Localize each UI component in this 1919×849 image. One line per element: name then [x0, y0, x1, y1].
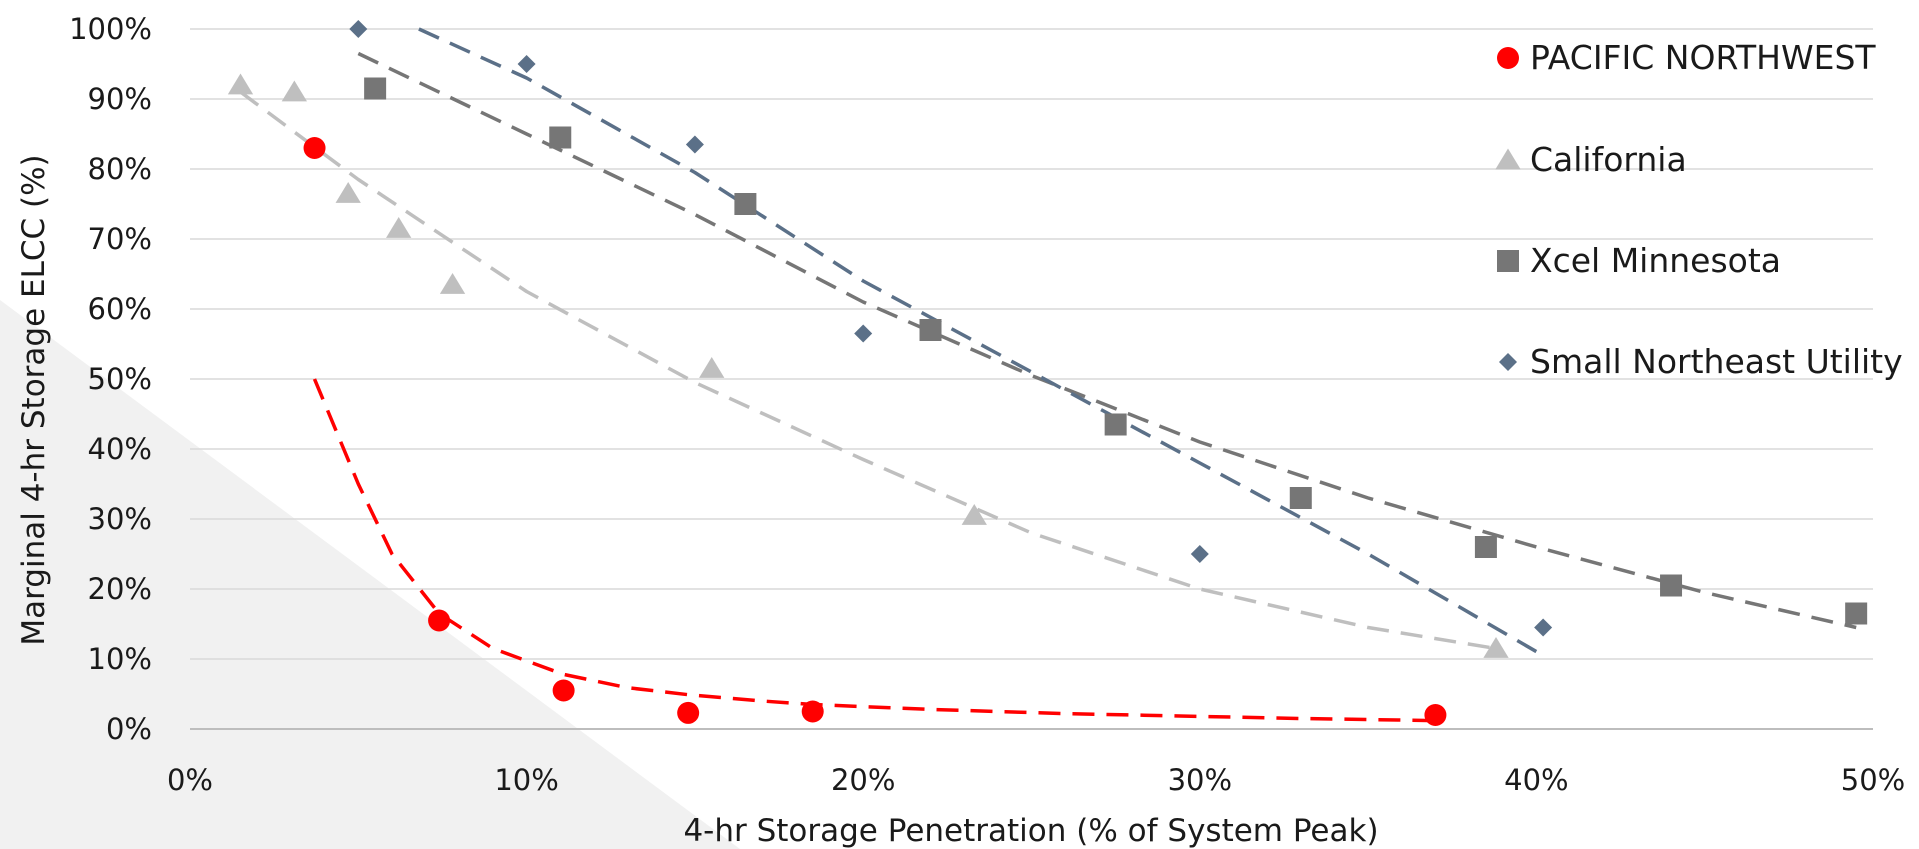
y-tick-label: 40%: [88, 432, 152, 466]
data-point-series-0: [303, 137, 326, 159]
y-tick-label: 20%: [88, 572, 152, 606]
data-points: [227, 20, 1868, 726]
data-point-series-2: [919, 319, 942, 341]
data-point-series-1: [961, 503, 987, 525]
data-point-series-2: [734, 193, 757, 215]
legend-marker-2: [1497, 250, 1519, 272]
x-tick-label: 30%: [1168, 763, 1232, 797]
legend-marker-1: [1495, 148, 1521, 170]
x-tick-label: 20%: [831, 763, 895, 797]
trendlines: [239, 27, 1857, 723]
trendline-series-2: [357, 51, 1857, 630]
y-tick-label: 90%: [88, 82, 152, 116]
trendline-series-0: [312, 378, 1436, 723]
y-axis-label: Marginal 4-hr Storage ELCC (%): [16, 154, 52, 645]
data-point-series-0: [1424, 704, 1447, 726]
y-tick-label: 30%: [88, 502, 152, 536]
legend-marker-3: [1499, 353, 1517, 371]
data-point-series-3: [854, 324, 873, 343]
data-point-series-0: [677, 701, 700, 724]
x-tick-labels: 0% 10% 20% 30% 40% 50%: [167, 763, 1905, 797]
x-axis-label: 4-hr Storage Penetration (% of System Pe…: [683, 813, 1378, 849]
data-point-series-1: [439, 272, 466, 294]
y-tick-label: 70%: [88, 222, 152, 256]
y-tick-label: 50%: [88, 362, 152, 396]
x-tick-label: 40%: [1504, 763, 1568, 797]
data-point-series-1: [1483, 636, 1509, 658]
data-point-series-3: [685, 135, 704, 154]
y-tick-label: 80%: [88, 152, 152, 186]
legend-marker-0: [1497, 47, 1519, 69]
y-tick-label: 0%: [106, 712, 152, 746]
data-point-series-2: [1660, 574, 1683, 597]
data-point-series-1: [386, 216, 412, 238]
y-tick-label: 10%: [88, 642, 152, 676]
data-point-series-3: [349, 20, 368, 38]
x-tick-label: 0%: [167, 763, 213, 797]
legend-label: California: [1530, 140, 1687, 179]
legend-label: Xcel Minnesota: [1530, 241, 1781, 280]
legend-label: PACIFIC NORTHWEST: [1530, 38, 1876, 77]
data-point-series-1: [335, 181, 361, 203]
data-point-series-1: [281, 80, 307, 102]
trendline-series-1: [239, 90, 1497, 651]
x-tick-label: 50%: [1841, 763, 1905, 797]
data-point-series-2: [364, 77, 387, 100]
data-point-series-3: [1190, 545, 1209, 563]
y-tick-label: 100%: [69, 12, 152, 46]
background-shade: [0, 300, 740, 849]
data-point-series-0: [428, 609, 451, 632]
x-tick-label: 10%: [494, 763, 558, 797]
data-point-series-0: [552, 679, 575, 702]
gridlines: [190, 28, 1873, 730]
data-point-series-3: [1534, 618, 1553, 637]
data-point-series-3: [517, 55, 536, 73]
legend: PACIFIC NORTHWEST California Xcel Minnesot…: [1495, 38, 1903, 381]
data-point-series-2: [1845, 602, 1868, 625]
data-point-series-2: [1289, 487, 1312, 509]
trendline-series-3: [418, 27, 1544, 658]
data-point-series-0: [801, 700, 824, 723]
data-point-series-2: [549, 126, 572, 149]
data-point-series-2: [1474, 536, 1497, 558]
y-tick-label: 60%: [88, 292, 152, 326]
legend-label: Small Northeast Utility: [1530, 342, 1903, 381]
data-point-series-2: [1104, 413, 1127, 436]
data-point-series-1: [227, 73, 254, 95]
data-point-series-1: [699, 356, 725, 378]
y-tick-labels: 0% 10% 20% 30% 40% 50% 60% 70% 80% 90% 100%: [69, 12, 152, 746]
